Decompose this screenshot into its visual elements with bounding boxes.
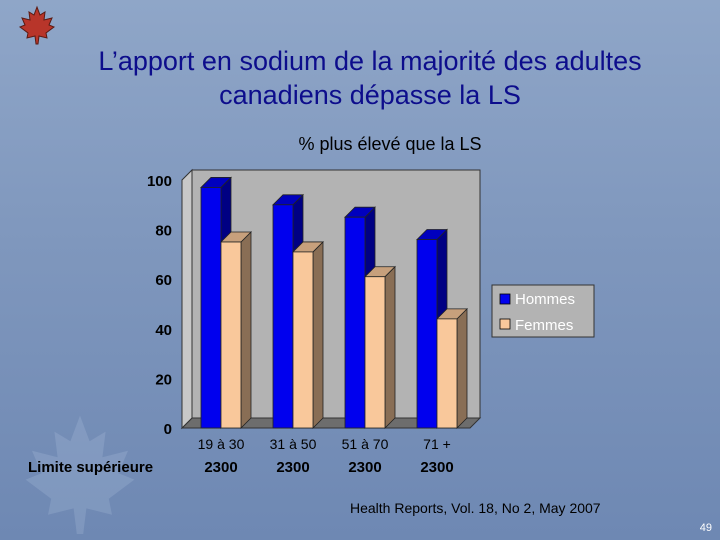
y-tick-label: 0 <box>164 421 172 438</box>
x-category-label: 71 + <box>423 436 451 452</box>
bar-side <box>240 231 252 429</box>
x-category-label: 51 à 70 <box>342 436 389 452</box>
upper-limit-values: 2300 2300 2300 2300 <box>204 459 453 476</box>
bar-femmes-4 <box>436 307 468 429</box>
bar-front <box>220 241 242 429</box>
maple-leaf-logo <box>18 5 56 45</box>
legend-label-hommes: Hommes <box>515 291 575 308</box>
y-tick-label: 40 <box>155 322 172 339</box>
slide-title: L’apport en sodium de la majorité des ad… <box>98 46 642 110</box>
source-citation: Health Reports, Vol. 18, No 2, May 2007 <box>350 500 601 516</box>
y-tick-label: 80 <box>155 223 172 240</box>
bar-side <box>384 265 396 429</box>
legend: Hommes Femmes <box>491 284 595 338</box>
upper-limit-value: 2300 <box>420 459 453 476</box>
legend-swatch-hommes <box>499 293 511 305</box>
legend-label-femmes: Femmes <box>515 317 573 334</box>
bar-side <box>312 240 324 429</box>
page-number: 49 <box>700 522 712 534</box>
upper-limit-value: 2300 <box>204 459 237 476</box>
chart-subtitle: % plus élevé que la LS <box>298 134 481 154</box>
bar-front <box>292 251 314 429</box>
bar-front <box>200 187 222 429</box>
bar-front <box>416 239 438 429</box>
maple-leaf-watermark <box>25 415 135 534</box>
bar-front <box>344 216 366 429</box>
upper-limit-value: 2300 <box>276 459 309 476</box>
x-category-label: 31 à 50 <box>270 436 317 452</box>
bar-front <box>364 276 386 429</box>
upper-limit-value: 2300 <box>348 459 381 476</box>
bar-femmes-2 <box>292 240 324 429</box>
bar-front <box>272 204 294 429</box>
x-category-label: 19 à 30 <box>198 436 245 452</box>
legend-swatch-femmes <box>499 318 511 330</box>
bar-side <box>456 307 468 429</box>
bar-femmes-1 <box>220 231 252 429</box>
bar-femmes-3 <box>364 265 396 429</box>
bars <box>200 176 468 429</box>
bar-front <box>436 318 458 429</box>
category-labels: 19 à 30 31 à 50 51 à 70 71 + <box>198 436 451 452</box>
y-tick-label: 60 <box>155 272 172 289</box>
y-tick-label: 100 <box>147 173 172 190</box>
limit-label: Limite supérieure <box>28 459 153 476</box>
y-axis-ticks: 0 20 40 60 80 100 <box>147 173 172 438</box>
y-tick-label: 20 <box>155 371 172 388</box>
